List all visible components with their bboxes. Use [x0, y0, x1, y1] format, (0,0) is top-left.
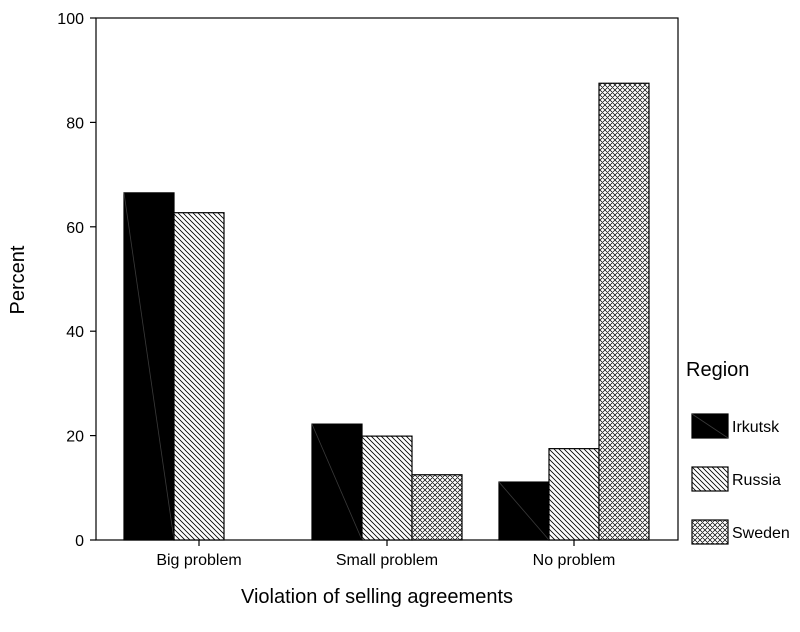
bar-artifact-line: [123, 192, 175, 541]
bar-artifact-line: [498, 481, 550, 541]
x-tick-label: Small problem: [336, 552, 438, 569]
x-axis-label: Violation of selling agreements: [241, 586, 513, 608]
bars: [123, 82, 650, 541]
axes: 0 20 40 60 80 100 Big problem Small problem No p…: [57, 11, 615, 569]
x-tick-label: Big problem: [156, 552, 241, 569]
bar-russia-big-problem: [173, 212, 225, 541]
bar-artifact-line: [311, 423, 363, 541]
legend: Irkutsk Russia Sweden: [691, 413, 790, 545]
legend-swatch-artifact: [691, 413, 729, 439]
bar-russia-no-problem: [548, 448, 600, 541]
y-tick-label: 100: [57, 11, 84, 28]
bar-sweden-small-problem: [411, 474, 463, 541]
legend-label-irkutsk: Irkutsk: [732, 419, 780, 436]
legend-label-sweden: Sweden: [732, 525, 790, 542]
y-axis-label: Percent: [7, 245, 29, 314]
y-tick-label: 0: [75, 533, 84, 550]
y-tick-label: 20: [66, 429, 84, 446]
bar-russia-small-problem: [361, 435, 413, 541]
legend-label-russia: Russia: [732, 472, 781, 489]
y-tick-label: 80: [66, 115, 84, 132]
legend-title: Region: [686, 359, 749, 381]
x-tick-label: No problem: [533, 552, 616, 569]
legend-swatch-russia: [691, 466, 729, 492]
y-tick-label: 40: [66, 324, 84, 341]
legend-swatch-sweden: [691, 519, 729, 545]
bar-sweden-no-problem: [598, 82, 650, 541]
y-tick-label: 60: [66, 220, 84, 237]
